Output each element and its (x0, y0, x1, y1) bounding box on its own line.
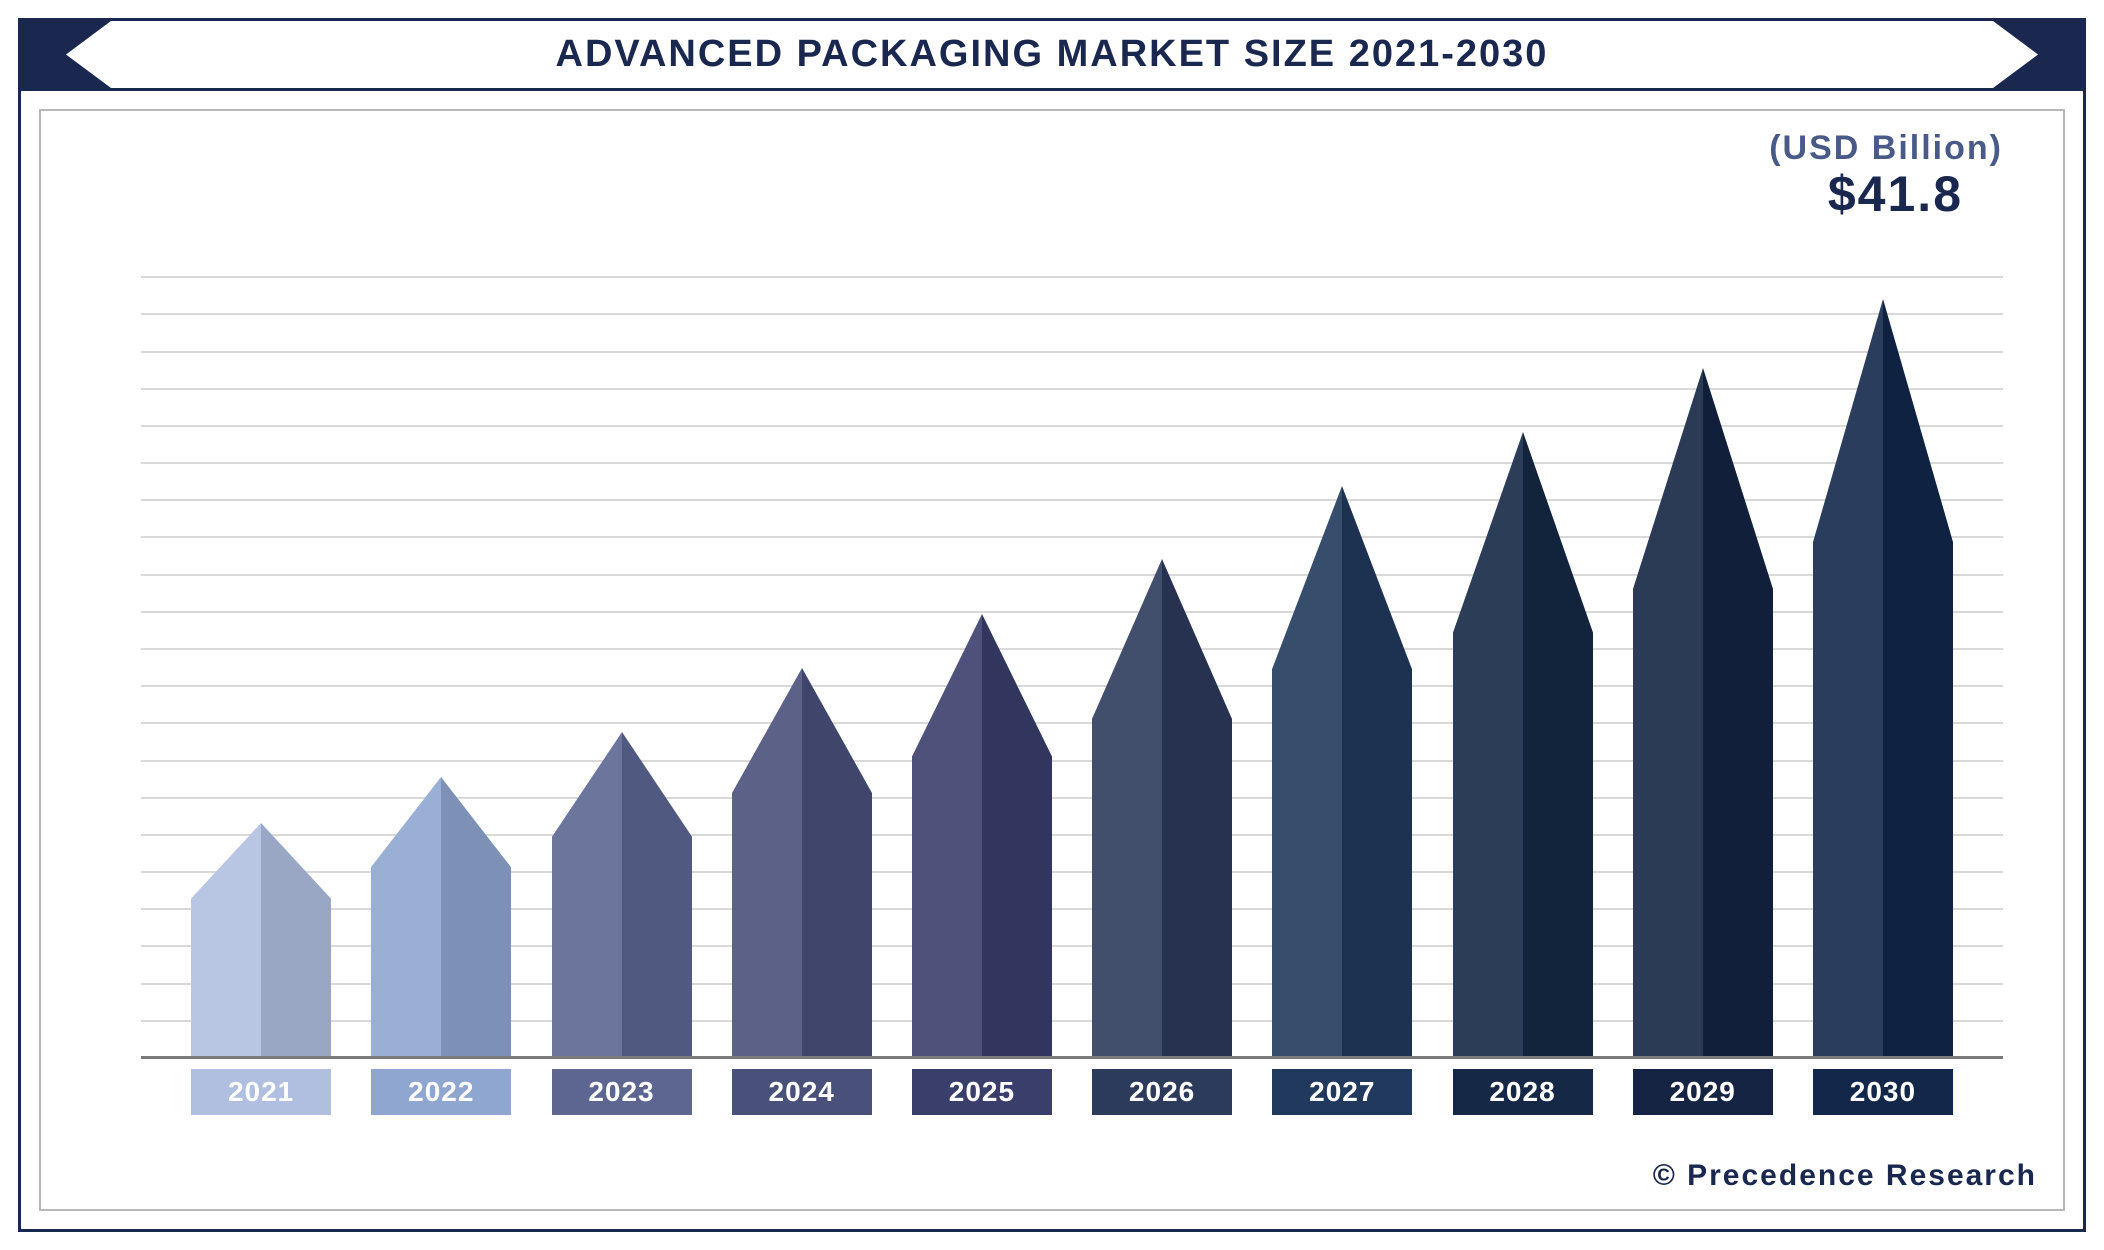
x-axis-label-slot: 2023 (531, 1069, 711, 1149)
data-bar (1633, 368, 1773, 1059)
axis-baseline (141, 1056, 2003, 1059)
x-axis-label-slot: 2026 (1072, 1069, 1252, 1149)
bar-slot (1252, 241, 1432, 1059)
title-corner-left (21, 21, 111, 88)
plot-area (141, 241, 2003, 1059)
x-axis-label: 2023 (552, 1069, 692, 1115)
data-bar (1092, 559, 1232, 1059)
title-corner-right (1993, 21, 2083, 88)
x-axis-label-slot: 2024 (712, 1069, 892, 1149)
x-axis-label: 2025 (912, 1069, 1052, 1115)
bar-slot (1613, 241, 1793, 1059)
x-axis: 2021 2022 2023 2024 2025 2026 2027 2028 2029 2030 (141, 1069, 2003, 1149)
credit-text: © Precedence Research (41, 1149, 2063, 1209)
title-bar: Advanced Packaging Market Size 2021-2030 (21, 21, 2083, 91)
bar-slot (712, 241, 892, 1059)
final-value-label: $41.8 (1828, 165, 1963, 223)
data-bar (1272, 486, 1412, 1059)
bar-slot (351, 241, 531, 1059)
x-axis-label: 2029 (1633, 1069, 1773, 1115)
x-axis-label: 2028 (1453, 1069, 1593, 1115)
bar-slot (1793, 241, 1973, 1059)
bar-slot (1072, 241, 1252, 1059)
x-axis-label: 2024 (732, 1069, 872, 1115)
bar-slot (171, 241, 351, 1059)
data-bar (552, 732, 692, 1059)
x-axis-label-slot: 2021 (171, 1069, 351, 1149)
x-axis-label: 2021 (191, 1069, 331, 1115)
unit-label: (USD Billion) (1769, 129, 2003, 168)
x-axis-label: 2022 (371, 1069, 511, 1115)
data-bar (912, 614, 1052, 1059)
bar-slot (1432, 241, 1612, 1059)
bars-container (141, 241, 2003, 1059)
data-bar (191, 823, 331, 1059)
data-bar (732, 668, 872, 1059)
x-axis-label-slot: 2029 (1613, 1069, 1793, 1149)
x-axis-label: 2026 (1092, 1069, 1232, 1115)
data-bar (1813, 299, 1953, 1059)
x-axis-label-slot: 2027 (1252, 1069, 1432, 1149)
chart-frame: Advanced Packaging Market Size 2021-2030… (18, 18, 2086, 1232)
chart-title: Advanced Packaging Market Size 2021-2030 (111, 21, 1993, 88)
data-bar (1453, 432, 1593, 1059)
x-axis-label: 2027 (1272, 1069, 1412, 1115)
x-axis-label-slot: 2030 (1793, 1069, 1973, 1149)
chart-body: (USD Billion) $41.8 2021 2022 2023 2024 2025… (39, 109, 2065, 1211)
x-axis-label: 2030 (1813, 1069, 1953, 1115)
data-bar (371, 777, 511, 1059)
bar-slot (531, 241, 711, 1059)
x-axis-label-slot: 2022 (351, 1069, 531, 1149)
x-axis-label-slot: 2025 (892, 1069, 1072, 1149)
x-axis-label-slot: 2028 (1432, 1069, 1612, 1149)
bar-slot (892, 241, 1072, 1059)
